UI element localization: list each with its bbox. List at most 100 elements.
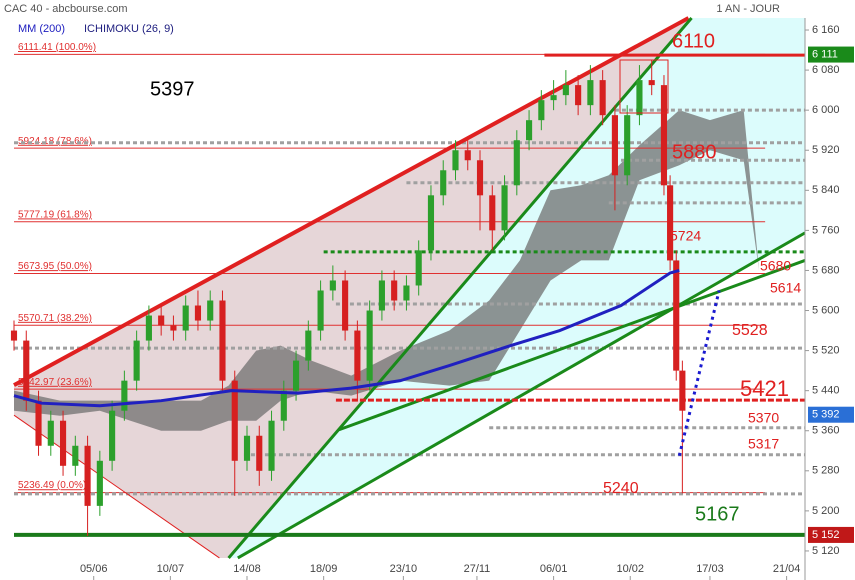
y-tick-label: 6 000 bbox=[812, 104, 840, 116]
candle-body bbox=[538, 100, 545, 121]
candle-body bbox=[317, 290, 324, 331]
y-tick-label: 5 680 bbox=[812, 264, 840, 276]
candle-body bbox=[513, 140, 520, 186]
candle-body bbox=[72, 445, 79, 466]
candle-body bbox=[109, 410, 116, 461]
y-tick-label: 5 600 bbox=[812, 304, 840, 316]
candle-body bbox=[23, 340, 30, 401]
plot: 6111.41 (100.0%) 5924.18 (78.6%) 5777.19 (… bbox=[10, 16, 806, 560]
candle-body bbox=[403, 285, 410, 301]
price-badge-label: 5 152 bbox=[812, 529, 840, 541]
candle-body bbox=[550, 95, 557, 101]
fib-label: 5924.18 (78.6%) bbox=[18, 136, 92, 147]
projection bbox=[677, 290, 721, 457]
candle-body bbox=[182, 305, 189, 331]
fib-label: 5777.19 (61.8%) bbox=[18, 209, 92, 220]
candle-body bbox=[660, 85, 668, 186]
trendline bbox=[227, 17, 693, 559]
price-badge-label: 6 111 bbox=[812, 48, 838, 60]
candle-body bbox=[47, 420, 54, 446]
annotation: 5421 bbox=[740, 376, 789, 401]
x-tick-label: 10/07 bbox=[157, 563, 185, 575]
candle-body bbox=[624, 115, 631, 176]
y-tick-label: 5 200 bbox=[812, 505, 840, 517]
candle-body bbox=[587, 80, 594, 106]
annotation: 5680 bbox=[760, 258, 791, 274]
annotation: 5880 bbox=[672, 141, 717, 163]
candle-body bbox=[354, 330, 361, 381]
annotation: 5370 bbox=[748, 410, 779, 426]
x-tick-label: 17/03 bbox=[696, 563, 724, 575]
y-tick-label: 5 520 bbox=[812, 345, 840, 357]
x-tick-label: 14/08 bbox=[233, 563, 261, 575]
annotation: 6110 bbox=[672, 30, 715, 52]
candle-body bbox=[219, 300, 226, 381]
legend-entry: ICHIMOKU (26, 9) bbox=[84, 23, 174, 35]
y-tick-label: 5 280 bbox=[812, 465, 840, 477]
candle-body bbox=[636, 80, 643, 116]
candle-body bbox=[501, 185, 508, 231]
candle-body bbox=[292, 360, 300, 391]
mm200-line bbox=[13, 269, 680, 408]
annotation: 5317 bbox=[748, 436, 779, 452]
candle-body bbox=[562, 85, 569, 96]
trendline bbox=[13, 16, 690, 387]
candle-body bbox=[170, 325, 177, 331]
candle-body bbox=[84, 445, 91, 506]
fib-label: 5442.97 (23.6%) bbox=[18, 377, 92, 388]
candle-body bbox=[10, 330, 18, 341]
candle-body bbox=[35, 400, 42, 446]
y-tick-label: 6 160 bbox=[812, 24, 840, 36]
x-tick-label: 23/10 bbox=[390, 563, 418, 575]
fib-label: 5570.71 (38.2%) bbox=[18, 313, 92, 324]
trendline bbox=[237, 231, 806, 560]
candle-body bbox=[440, 170, 447, 196]
annotation: 5614 bbox=[770, 280, 801, 296]
candle-body bbox=[243, 435, 251, 461]
candle-body bbox=[268, 420, 275, 471]
candle-body bbox=[673, 260, 680, 371]
candle-body bbox=[415, 250, 422, 286]
x-tick-label: 10/02 bbox=[616, 563, 644, 575]
candle-body bbox=[667, 185, 674, 261]
candle-body bbox=[526, 120, 533, 141]
candle-body bbox=[391, 280, 398, 301]
fib-label: 6111.41 (100.0%) bbox=[18, 42, 96, 53]
candle-body bbox=[280, 390, 287, 421]
annotation: 5167 bbox=[695, 503, 740, 525]
annotation: 5724 bbox=[670, 228, 701, 244]
candle-body bbox=[59, 420, 67, 466]
x-tick-label: 27/11 bbox=[464, 563, 491, 575]
fib-label: 5236.49 (0.0%) bbox=[18, 480, 86, 491]
candle-body bbox=[378, 280, 385, 311]
annotation: 5528 bbox=[732, 322, 768, 339]
fib-label: 5673.95 (50.0%) bbox=[18, 261, 92, 272]
candle-body bbox=[145, 315, 152, 341]
candle-body bbox=[366, 310, 373, 381]
candle-body bbox=[464, 150, 471, 161]
y-tick-label: 5 840 bbox=[812, 184, 840, 196]
y-tick-label: 6 080 bbox=[812, 64, 840, 76]
candle-body bbox=[599, 80, 606, 116]
price-badge bbox=[808, 406, 854, 423]
candle-body bbox=[476, 160, 484, 196]
y-tick-label: 5 920 bbox=[812, 144, 840, 156]
candle-body bbox=[342, 280, 349, 331]
annotation: 5397 bbox=[150, 78, 195, 100]
candle-body bbox=[648, 80, 655, 86]
price-badge bbox=[808, 526, 854, 543]
y-tick-label: 5 760 bbox=[812, 224, 840, 236]
candle-body bbox=[133, 340, 140, 381]
x-tick-label: 06/01 bbox=[540, 563, 568, 575]
axis-panel bbox=[805, 0, 855, 580]
candle-body bbox=[256, 435, 263, 471]
y-tick-label: 5 440 bbox=[812, 385, 840, 397]
y-tick-label: 5 360 bbox=[812, 425, 840, 437]
price-badge-label: 5 392 bbox=[812, 409, 840, 421]
y-tick-label: 5 120 bbox=[812, 545, 840, 557]
x-tick-label: 18/09 bbox=[310, 563, 338, 575]
candle-body bbox=[329, 280, 336, 291]
candle-body bbox=[96, 460, 103, 506]
